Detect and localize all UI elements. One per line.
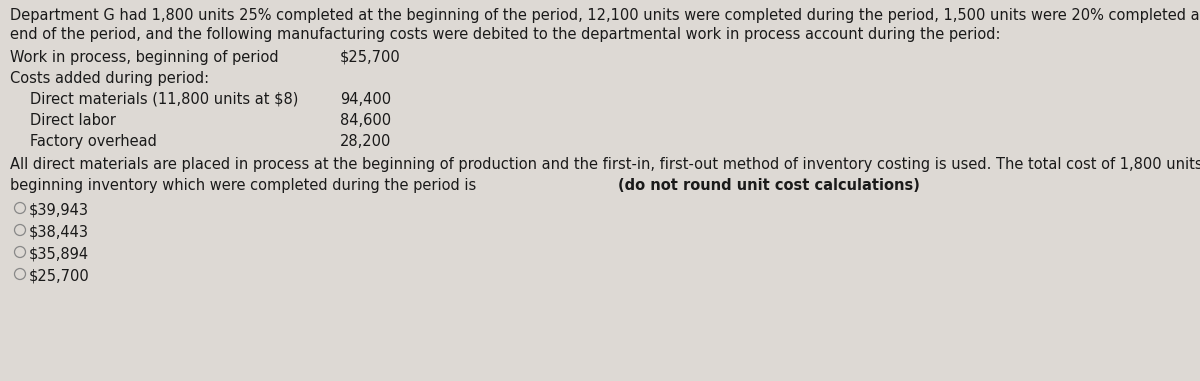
Text: $35,894: $35,894 xyxy=(29,247,89,261)
Text: Department G had 1,800 units 25% completed at the beginning of the period, 12,10: Department G had 1,800 units 25% complet… xyxy=(10,8,1200,23)
Text: 94,400: 94,400 xyxy=(340,92,391,107)
Text: Costs added during period:: Costs added during period: xyxy=(10,71,209,86)
Text: 84,600: 84,600 xyxy=(340,113,391,128)
Text: All direct materials are placed in process at the beginning of production and th: All direct materials are placed in proce… xyxy=(10,157,1200,172)
Text: Factory overhead: Factory overhead xyxy=(30,134,157,149)
Text: $38,443: $38,443 xyxy=(29,224,89,240)
Text: beginning inventory which were completed during the period is: beginning inventory which were completed… xyxy=(10,178,481,193)
Text: 28,200: 28,200 xyxy=(340,134,391,149)
Text: Direct materials (11,800 units at $8): Direct materials (11,800 units at $8) xyxy=(30,92,299,107)
Text: Direct labor: Direct labor xyxy=(30,113,116,128)
Text: $25,700: $25,700 xyxy=(29,269,90,283)
Text: Work in process, beginning of period: Work in process, beginning of period xyxy=(10,50,278,65)
Text: $39,943: $39,943 xyxy=(29,202,89,218)
Text: $25,700: $25,700 xyxy=(340,50,401,65)
Text: end of the period, and the following manufacturing costs were debited to the dep: end of the period, and the following man… xyxy=(10,27,1001,42)
Text: (do not round unit cost calculations): (do not round unit cost calculations) xyxy=(618,178,919,193)
